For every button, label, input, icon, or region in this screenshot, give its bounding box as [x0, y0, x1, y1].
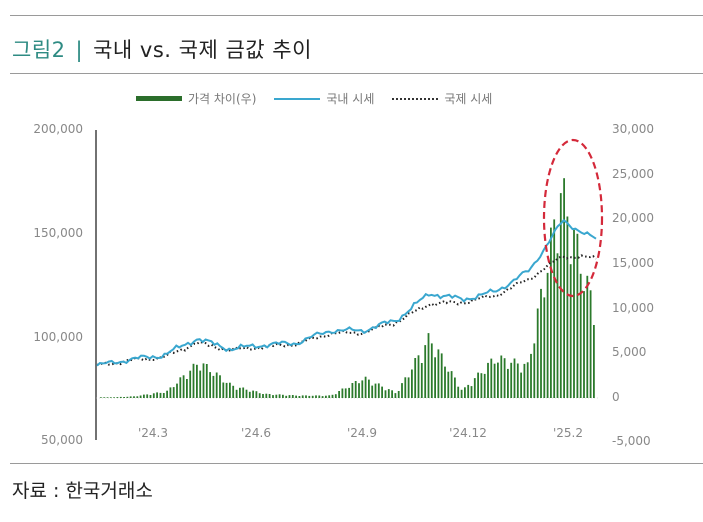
top-rule — [10, 15, 703, 16]
highlight-ellipse — [542, 138, 604, 298]
x-axis-tick: '25.2 — [552, 426, 584, 440]
chart-legend: 가격 차이(우) 국내 시세 국제 시세 — [136, 90, 492, 107]
right-axis-tick: -5,000 — [612, 434, 651, 448]
title-separator: | — [75, 38, 84, 62]
title-rule — [10, 73, 703, 74]
dotted-line-swatch-icon — [392, 97, 439, 100]
figure-title: 그림2 | 국내 vs. 국제 금값 추이 — [12, 34, 312, 64]
legend-item-domestic: 국내 시세 — [274, 90, 374, 107]
domestic-price-line — [96, 218, 597, 367]
right-axis-tick: 10,000 — [612, 301, 654, 315]
right-axis-tick: 0 — [612, 390, 620, 404]
bar-swatch-icon — [136, 96, 182, 101]
right-axis-tick: 20,000 — [612, 211, 654, 225]
right-axis-tick: 25,000 — [612, 167, 654, 181]
x-axis-tick: '24.6 — [240, 426, 272, 440]
x-axis-tick: '24.3 — [137, 426, 169, 440]
right-axis-tick: 15,000 — [612, 256, 654, 270]
legend-item-international: 국제 시세 — [392, 90, 492, 107]
price-gap-bars — [100, 178, 595, 398]
line-swatch-icon — [274, 97, 321, 100]
x-axis-tick: '24.9 — [346, 426, 378, 440]
right-axis-tick: 30,000 — [612, 122, 654, 136]
footer-rule — [10, 463, 703, 464]
left-axis-tick: 200,000 — [33, 122, 83, 136]
source-note: 자료 : 한국거래소 — [12, 480, 153, 502]
legend-label: 가격 차이(우) — [188, 92, 257, 106]
legend-label: 국제 시세 — [444, 92, 493, 106]
left-axis-tick: 50,000 — [41, 433, 83, 447]
chart-title: 국내 vs. 국제 금값 추이 — [93, 38, 312, 62]
legend-item-price-gap: 가격 차이(우) — [136, 90, 256, 107]
right-axis-tick: 5,000 — [612, 345, 647, 359]
international-price-line — [96, 254, 597, 366]
legend-label: 국내 시세 — [326, 92, 375, 106]
left-axis-tick: 100,000 — [33, 330, 83, 344]
left-axis-tick: 150,000 — [33, 226, 83, 240]
figure-label: 그림2 — [12, 38, 66, 62]
x-axis-tick: '24.12 — [449, 426, 487, 440]
